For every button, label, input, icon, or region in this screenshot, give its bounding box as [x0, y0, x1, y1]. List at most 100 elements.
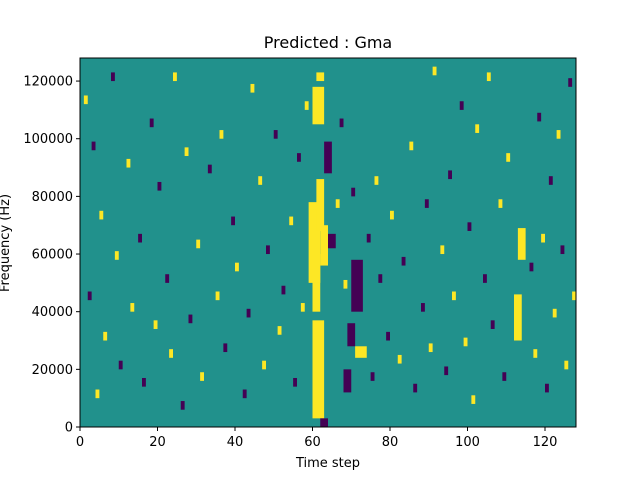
heatmap-cell	[409, 141, 414, 151]
x-axis-label: Time step	[295, 456, 360, 471]
heatmap-high-region	[517, 228, 526, 260]
heatmap-cell	[297, 153, 301, 162]
heatmap-cell	[483, 274, 487, 283]
heatmap-cell	[486, 72, 491, 82]
y-tick-label: 80000	[32, 190, 73, 205]
heatmap-cell	[440, 245, 445, 255]
heatmap-cell	[114, 251, 119, 260]
heatmap-cell	[215, 291, 220, 301]
heatmap-cell	[541, 233, 545, 243]
x-tick-label: 60	[304, 435, 321, 450]
heatmap-cell	[490, 320, 495, 329]
heatmap-cell	[258, 176, 263, 185]
heatmap-cell	[343, 279, 348, 289]
heatmap-cell	[235, 262, 239, 272]
heatmap-cell	[502, 372, 507, 381]
heatmap-cell	[339, 118, 344, 128]
x-tick-label: 120	[533, 435, 558, 450]
heatmap-low-region	[320, 418, 328, 427]
heatmap-cell	[118, 360, 123, 370]
heatmap-cell	[169, 349, 173, 358]
heatmap-cell	[126, 158, 131, 168]
heatmap-cell	[223, 343, 228, 353]
heatmap-cell	[386, 331, 390, 341]
heatmap-cell	[459, 101, 464, 110]
x-axis: 0 20 40 60 80 100 120	[76, 427, 558, 450]
heatmap-high-region	[514, 294, 522, 341]
heatmap-cell	[568, 78, 573, 87]
heatmap-cell	[390, 210, 394, 220]
heatmap-cell	[506, 153, 511, 162]
heatmap-cell	[149, 118, 154, 128]
heatmap-cell	[351, 187, 356, 197]
y-tick-label: 20000	[32, 363, 73, 378]
heatmap-cell	[153, 320, 158, 329]
heatmap-high-region	[316, 179, 325, 231]
heatmap-cell	[556, 130, 561, 139]
x-tick-label: 40	[227, 435, 244, 450]
heatmap-cell	[173, 72, 177, 82]
heatmap-cell	[397, 354, 402, 364]
heatmap-cell	[374, 176, 379, 185]
heatmap-cell	[111, 72, 115, 82]
heatmap-cell	[421, 303, 425, 312]
heatmap-cell	[196, 239, 201, 249]
y-axis: 0 20000 40000 60000 80000 100000 120000	[23, 75, 80, 436]
y-axis-label: Frequency (Hz)	[0, 194, 13, 292]
heatmap-cell	[424, 199, 429, 208]
heatmap-low-region	[324, 141, 332, 174]
x-tick-label: 100	[455, 435, 480, 450]
heatmap-cell	[262, 360, 266, 370]
heatmap-cell	[99, 210, 104, 220]
heatmap-cell	[165, 274, 170, 283]
heatmap-cell	[207, 164, 212, 174]
heatmap-cell	[200, 372, 204, 381]
heatmap-cell	[401, 256, 406, 266]
heatmap-cell	[246, 308, 251, 318]
heatmap-cell	[138, 233, 142, 243]
heatmap-cell	[378, 274, 383, 283]
heatmap-cell	[366, 233, 371, 243]
heatmap-cell	[219, 130, 224, 139]
heatmap-cell	[180, 401, 185, 410]
heatmap-cell	[289, 216, 294, 226]
y-tick-label: 60000	[32, 248, 73, 263]
heatmap-cell	[432, 66, 437, 76]
heatmap-cell	[266, 245, 270, 255]
y-tick-label: 0	[65, 421, 73, 436]
heatmap-cell	[471, 395, 476, 404]
heatmap-cell	[188, 314, 193, 324]
heatmap-cell	[498, 199, 503, 208]
heatmap-cell	[533, 349, 538, 358]
heatmap-cell	[250, 83, 255, 93]
x-tick-label: 20	[149, 435, 166, 450]
heatmap-high-region	[355, 346, 367, 358]
heatmap-cell	[293, 377, 297, 387]
heatmap-cell	[277, 326, 282, 335]
plot-area	[79, 57, 577, 428]
heatmap-low-region	[328, 233, 336, 249]
heatmap-low-region	[347, 323, 356, 347]
chart-title: Predicted : Gma	[264, 33, 392, 52]
x-tick-label: 80	[382, 435, 399, 450]
heatmap-cell	[87, 291, 92, 301]
plot-frame	[79, 57, 577, 428]
heatmap-low-region	[343, 369, 352, 393]
heatmap-high-region	[308, 202, 321, 283]
heatmap-cell	[91, 141, 96, 151]
heatmap-cell	[130, 303, 135, 312]
heatmap-cell	[184, 147, 189, 157]
heatmap-cell	[273, 130, 278, 139]
y-tick-label: 100000	[23, 132, 73, 147]
heatmap-cell	[281, 285, 286, 295]
heatmap-cell	[452, 291, 456, 301]
heatmap-cell	[475, 124, 480, 133]
heatmap-cell	[548, 176, 553, 185]
heatmap-cell	[304, 101, 309, 110]
heatmap-cell	[83, 95, 88, 105]
heatmap-cell	[448, 170, 452, 180]
heatmap-cell	[157, 181, 162, 191]
heatmap-cell	[103, 331, 108, 341]
y-tick-label: 40000	[32, 305, 73, 320]
